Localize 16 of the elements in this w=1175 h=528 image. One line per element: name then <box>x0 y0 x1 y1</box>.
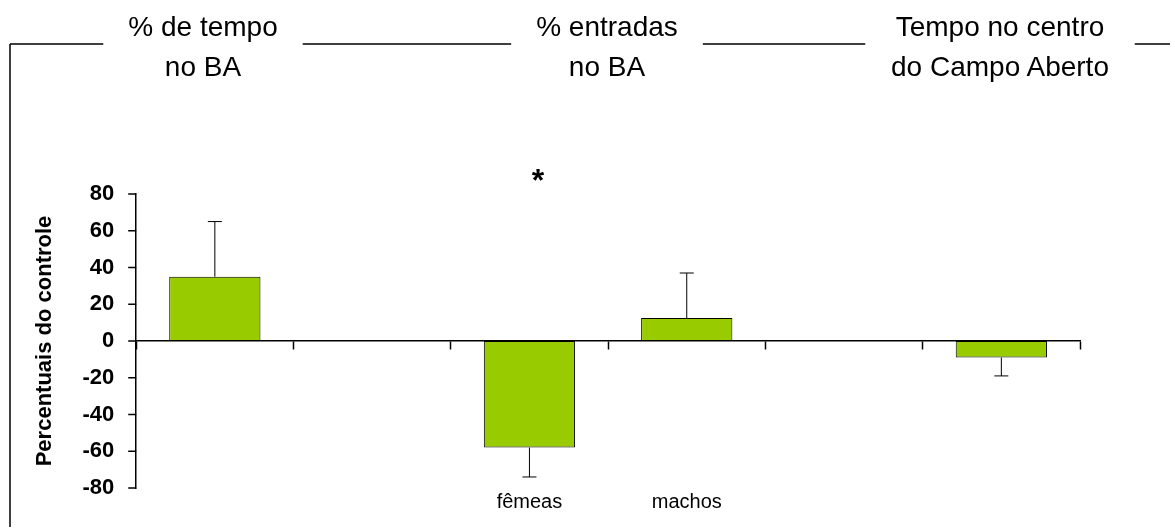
y-tick-label: -20 <box>82 363 115 389</box>
y-tick-label: -40 <box>82 400 115 426</box>
text: Tempo no centro do Campo Aberto <box>891 10 1109 82</box>
y-tick-label: 0 <box>101 327 115 353</box>
y-tick-label: -60 <box>82 437 115 463</box>
y-tick-label: 40 <box>89 253 115 279</box>
x-tick-label: machos <box>651 489 722 512</box>
y-tick-label: -80 <box>82 474 115 500</box>
y-tick-label: 20 <box>89 290 115 316</box>
y-axis-title: Percentuais do controle <box>31 215 57 467</box>
x-tick-label: fêmeas <box>496 489 563 512</box>
annotation: * <box>531 161 545 198</box>
y-tick-label: 60 <box>89 216 115 242</box>
text: % entradas no BA <box>536 10 678 82</box>
y-tick-label: 80 <box>89 180 115 206</box>
text: % de tempo no BA <box>128 10 278 82</box>
